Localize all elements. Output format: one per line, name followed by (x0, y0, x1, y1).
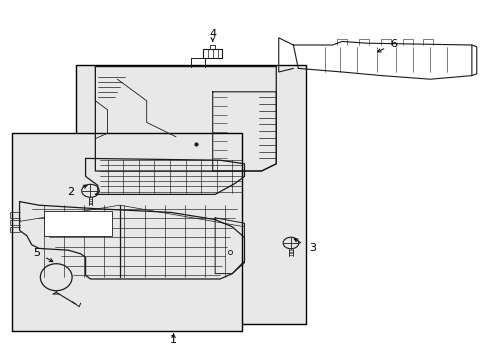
Text: 1: 1 (170, 335, 177, 345)
Text: 5: 5 (33, 248, 40, 258)
Text: 2: 2 (67, 186, 74, 197)
Text: 3: 3 (309, 243, 316, 253)
Bar (76, 65, 305, 324)
Bar (44, 211, 112, 236)
Text: 6: 6 (389, 39, 396, 49)
Text: 4: 4 (209, 29, 216, 39)
Bar (12, 133, 242, 331)
